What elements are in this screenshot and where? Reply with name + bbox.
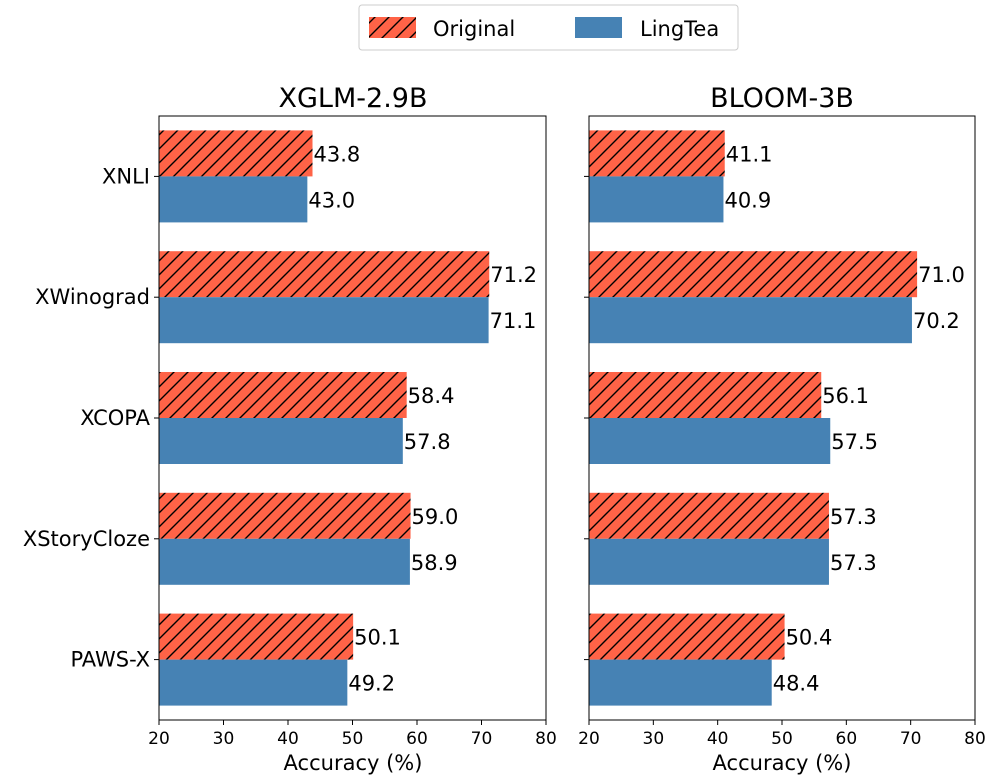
data-label: 57.8 (404, 430, 451, 454)
bar-original (159, 130, 313, 177)
x-tick-label: 50 (771, 729, 793, 749)
x-tick-label: 20 (578, 729, 600, 749)
x-tick-label: 80 (964, 729, 986, 749)
x-tick-label: 60 (406, 729, 428, 749)
data-label: 43.0 (308, 188, 355, 212)
bar-original (589, 251, 918, 298)
x-tick-label: 40 (707, 729, 729, 749)
y-tick-label: XWinograd (35, 285, 150, 309)
x-tick-label: 80 (535, 729, 557, 749)
bar-lingtea (159, 297, 489, 344)
data-label: 70.2 (913, 309, 960, 333)
bar-original (589, 372, 822, 418)
bar-lingtea (589, 538, 829, 585)
data-label: 59.0 (412, 505, 459, 529)
data-label: 58.9 (411, 551, 458, 575)
x-tick-label: 70 (900, 729, 922, 749)
x-tick-label: 30 (213, 729, 235, 749)
data-label: 49.2 (348, 672, 395, 696)
x-tick-label: 40 (277, 729, 299, 749)
data-label: 43.8 (314, 142, 361, 166)
data-label: 40.9 (724, 188, 771, 212)
bar-lingtea (159, 538, 410, 585)
x-tick-label: 20 (148, 729, 170, 749)
data-label: 50.1 (354, 626, 401, 650)
bar-original (159, 492, 411, 539)
bar-lingtea (159, 176, 308, 223)
bar-original (589, 613, 785, 660)
bar-original (159, 372, 407, 418)
data-label: 58.4 (408, 384, 455, 408)
x-tick-label: 30 (643, 729, 665, 749)
legend-swatch-lingtea (575, 17, 622, 38)
x-tick-label: 50 (342, 729, 364, 749)
chart-title: XGLM-2.9B (279, 83, 428, 114)
bar-lingtea (589, 418, 831, 464)
y-tick-label: XStoryCloze (23, 527, 150, 551)
legend-box (358, 4, 739, 51)
panel-xglm: XGLM-2.9B Accuracy (%) 43.8 43.0 71.2 71.1 5… (23, 83, 557, 775)
data-label: 71.0 (918, 263, 965, 287)
bar-lingtea (589, 176, 724, 223)
panel-bloom: BLOOM-3B Accuracy (%) 41.1 40.9 71.0 70.2 56… (578, 83, 986, 775)
bar-lingtea (589, 659, 772, 706)
legend: Original LingTea (358, 4, 739, 51)
legend-label-original: Original (433, 17, 515, 41)
bar-original (159, 251, 490, 298)
y-tick-label: XNLI (102, 164, 150, 188)
bar-lingtea (589, 297, 912, 344)
data-label: 57.5 (831, 430, 878, 454)
x-axis-label: Accuracy (%) (284, 751, 423, 775)
data-label: 57.3 (830, 505, 877, 529)
bar-original (589, 130, 725, 177)
legend-swatch-original (369, 17, 416, 38)
data-label: 71.1 (490, 309, 537, 333)
legend-label-lingtea: LingTea (640, 17, 719, 41)
bar-original (159, 613, 354, 660)
x-tick-label: 70 (471, 729, 493, 749)
data-label: 48.4 (773, 672, 820, 696)
x-axis-label: Accuracy (%) (713, 751, 852, 775)
bar-original (589, 492, 829, 539)
data-label: 41.1 (726, 142, 773, 166)
y-tick-label: PAWS-X (70, 648, 150, 672)
data-label: 57.3 (830, 551, 877, 575)
chart-title: BLOOM-3B (710, 83, 854, 114)
bar-lingtea (159, 418, 403, 464)
x-tick-label: 60 (836, 729, 858, 749)
data-label: 71.2 (490, 263, 537, 287)
data-label: 50.4 (786, 626, 833, 650)
data-label: 56.1 (822, 384, 869, 408)
y-tick-label: XCOPA (80, 406, 150, 430)
bar-lingtea (159, 659, 348, 706)
